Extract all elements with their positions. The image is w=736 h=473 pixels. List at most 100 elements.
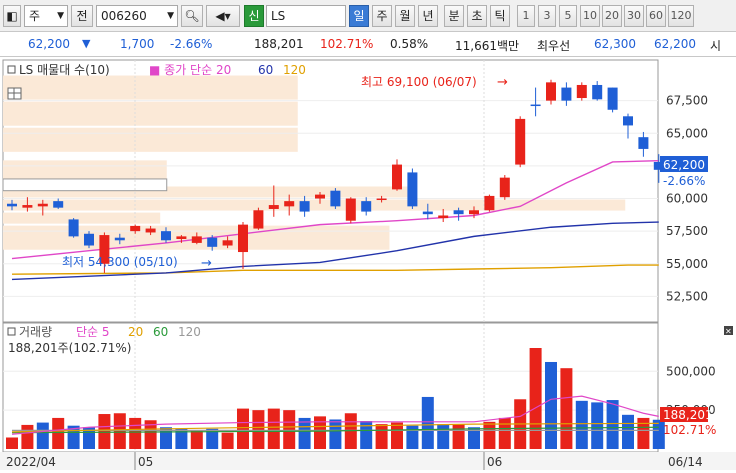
quote-volume-ratio: 102.71% xyxy=(320,37,374,51)
period-second-tab[interactable]: 초 xyxy=(467,5,487,27)
legend-ma-label[interactable]: ■ 종가 단순 20 xyxy=(149,63,231,77)
volume-bar xyxy=(560,368,573,449)
vol-legend-checkbox-icon[interactable] xyxy=(7,327,16,336)
price-grid xyxy=(3,60,658,452)
candle-body xyxy=(561,87,572,101)
stock-chart[interactable]: LS 매물대 수(10) ■ 종가 단순 20 60 120 최고 69,100… xyxy=(0,58,736,470)
ma120-line xyxy=(11,264,659,275)
period-week-tab[interactable]: 주 xyxy=(372,5,392,27)
legend-name[interactable]: LS 매물대 수(10) xyxy=(19,63,110,77)
volume-bar xyxy=(575,400,588,449)
vol-legend-ma20[interactable]: 20 xyxy=(128,325,143,339)
volume-bar xyxy=(298,417,311,449)
volume-bar xyxy=(606,400,619,449)
quote-bid: 62,200 xyxy=(654,37,696,51)
candle-body xyxy=(499,177,510,198)
code-input[interactable]: 006260 ▼ xyxy=(96,5,178,27)
vol-legend-ma60[interactable]: 60 xyxy=(153,325,168,339)
quote-amount: 11,661백만 xyxy=(455,39,520,53)
period-month-tab[interactable]: 월 xyxy=(395,5,415,27)
period-minute-tab[interactable]: 분 xyxy=(444,5,464,27)
quote-turnover: 0.58% xyxy=(390,37,429,51)
shin-button[interactable]: 신 xyxy=(244,5,264,27)
vol-legend-name[interactable]: 거래량 xyxy=(19,325,52,339)
minute-20-button[interactable]: 20 xyxy=(602,5,622,27)
legend-checkbox-icon[interactable] xyxy=(7,65,16,74)
volume-bar xyxy=(468,427,480,449)
price-tick-label: 60,000 xyxy=(666,192,708,206)
jeon-button[interactable]: 전 xyxy=(71,5,93,27)
current-volume-ratio: 102.71% xyxy=(663,423,716,437)
volume-bar xyxy=(314,416,326,449)
volume-bar xyxy=(283,410,296,449)
volume-bar xyxy=(160,427,172,449)
candle-body xyxy=(361,201,372,212)
period-day-tab[interactable]: 일 xyxy=(349,5,369,27)
price-tick-label: 67,500 xyxy=(666,94,708,108)
minute-1-button[interactable]: 1 xyxy=(517,5,535,27)
vol-legend-ma[interactable]: 단순 5 xyxy=(76,325,110,339)
chart-area[interactable]: LS 매물대 수(10) ■ 종가 단순 20 60 120 최고 69,100… xyxy=(0,58,736,470)
candle-body xyxy=(546,82,556,101)
volume-bar xyxy=(206,428,219,449)
minute-30-button[interactable]: 30 xyxy=(624,5,644,27)
volume-bar xyxy=(6,437,18,449)
minute-10-button[interactable]: 10 xyxy=(580,5,600,27)
candle-body xyxy=(515,118,526,165)
quote-ask: 62,300 xyxy=(594,37,636,51)
vol-ma5-line xyxy=(11,395,659,435)
volume-bar xyxy=(175,428,188,449)
speaker-icon[interactable]: ◀▾ xyxy=(206,5,240,27)
candle-body xyxy=(453,210,464,215)
chevron-down-icon[interactable]: ▼ xyxy=(57,11,64,21)
candle-body xyxy=(68,219,79,237)
market-select[interactable]: 주 ▼ xyxy=(24,5,68,27)
legend-ma120[interactable]: 120 xyxy=(283,63,306,77)
volume-bar xyxy=(129,417,142,449)
quote-si-label: 시 xyxy=(710,39,722,53)
legend-ma60[interactable]: 60 xyxy=(258,63,273,77)
candle-body xyxy=(222,240,233,246)
code-dropdown-icon[interactable]: ▼ xyxy=(167,11,174,21)
search-icon[interactable]: 🔍︎ xyxy=(181,5,203,27)
volume-bar xyxy=(113,413,126,449)
period-tick-tab[interactable]: 틱 xyxy=(490,5,510,27)
x-axis-bar xyxy=(0,452,736,470)
vol-legend-ma120[interactable]: 120 xyxy=(178,325,201,339)
candle-body xyxy=(22,205,33,208)
candle-body xyxy=(99,235,110,264)
volume-bar xyxy=(98,414,111,449)
candle-body xyxy=(469,210,479,215)
candle-body xyxy=(638,137,649,149)
candle-body xyxy=(37,203,48,207)
candles xyxy=(7,79,664,273)
volume-profile-band xyxy=(3,75,298,100)
current-rate: -2.66% xyxy=(663,174,705,188)
volume-bar xyxy=(190,430,203,449)
stock-name-field[interactable]: LS xyxy=(266,5,346,27)
quote-volume: 188,201 xyxy=(254,37,304,51)
vol-ma60-line xyxy=(11,426,659,434)
candle-body xyxy=(592,84,603,100)
low-arrow-icon: → xyxy=(201,256,212,271)
toolbar: ◧ 주 ▼ 전 006260 ▼ 🔍︎ ◀▾ 신 LS 일 주 월 년 분 초 … xyxy=(0,0,736,32)
volume-bar xyxy=(452,424,465,449)
volume-bar xyxy=(483,421,496,449)
close-icon[interactable] xyxy=(724,326,733,335)
minute-120-button[interactable]: 120 xyxy=(668,5,694,27)
minute-60-button[interactable]: 60 xyxy=(646,5,666,27)
x-label-may: 05 xyxy=(138,455,153,469)
current-volume-box xyxy=(660,407,708,422)
current-volume: 188,201 xyxy=(663,408,713,422)
volume-bar xyxy=(591,402,604,449)
minute-3-button[interactable]: 3 xyxy=(538,5,556,27)
volume-bar xyxy=(360,421,373,449)
window-layout-icon[interactable]: ◧ xyxy=(3,5,21,27)
current-price: 62,200 xyxy=(663,158,705,172)
candle-body xyxy=(268,205,279,209)
x-label-start: 2022/04 xyxy=(6,455,56,469)
period-year-tab[interactable]: 년 xyxy=(418,5,438,27)
stock-name: LS xyxy=(271,9,286,23)
candle-body xyxy=(376,198,387,201)
minute-5-button[interactable]: 5 xyxy=(559,5,577,27)
